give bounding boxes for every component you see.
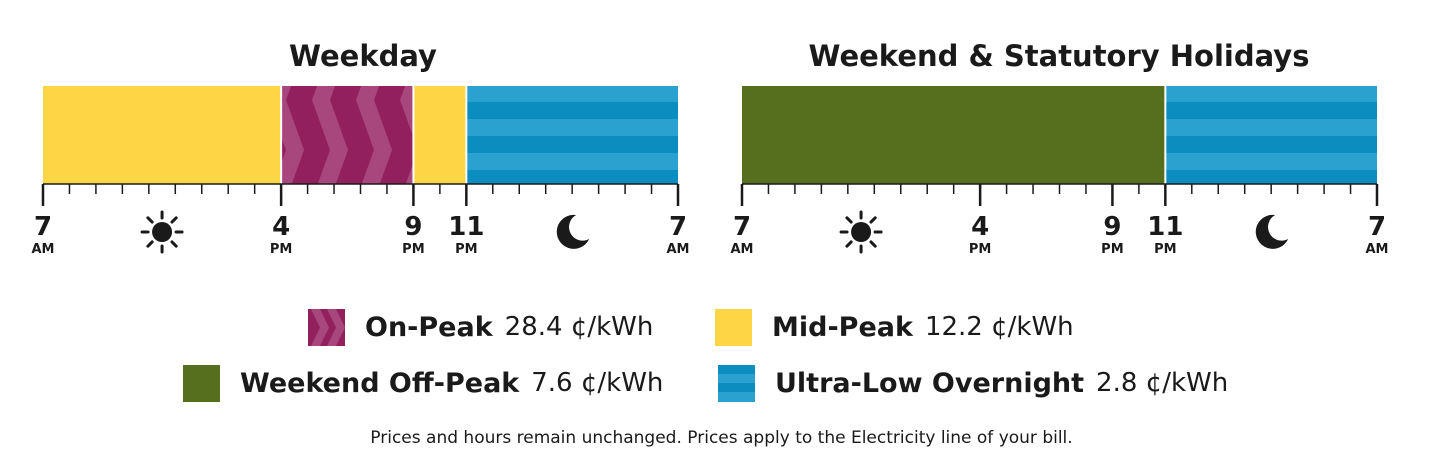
moon-icon [556,214,590,249]
tick-label-ampm: PM [1101,242,1123,257]
weekend-off-peak-swatch [183,364,220,402]
legend-price-mid-peak: 12.2 ¢/kWh [924,312,1074,342]
legend-name-ultra-low: Ultra-Low Overnight [775,367,1085,399]
legend-price-weekend-off-peak: 7.6 ¢/kWh [531,368,664,398]
panel-title-weekend: Weekend & Statutory Holidays [809,39,1310,73]
tick-label-hour: 11 [1147,212,1183,242]
moon-icon [1255,214,1289,249]
segment-on-peak [281,86,414,184]
mid-peak-swatch [715,308,752,346]
panel-title-weekday: Weekday [289,39,437,73]
sun-icon [140,210,184,254]
ultra-low-swatch [718,364,755,402]
legend-name-weekend-off-peak: Weekend Off-Peak [240,367,520,399]
legend-name-mid-peak: Mid-Peak [772,311,913,343]
legend-item-mid-peak: Mid-Peak 12.2 ¢/kWh [715,307,1074,347]
legend-price-ultra-low: 2.8 ¢/kWh [1096,368,1229,398]
tick-label-hour: 7 [34,212,52,242]
segment-ultra-low [1165,86,1377,184]
tick-label-ampm: PM [402,242,424,257]
segment-weekend-off-peak [742,86,1166,184]
tick-label-hour: 11 [448,212,484,242]
tick-label-ampm: PM [455,242,477,257]
tick-label-hour: 4 [272,212,290,242]
tick-label-ampm: AM [1366,242,1389,257]
legend-item-on-peak: On-Peak 28.4 ¢/kWh [308,307,653,347]
footnote: Prices and hours remain unchanged. Price… [370,428,1073,448]
tick-label-hour: 9 [1103,212,1121,242]
tick-label-ampm: PM [1154,242,1176,257]
tick-label-hour: 7 [733,212,751,242]
tick-label-ampm: AM [32,242,55,257]
tick-label-hour: 9 [404,212,422,242]
legend-name-on-peak: On-Peak [365,311,493,343]
tick-label-ampm: AM [667,242,690,257]
segment-mid-peak [413,86,467,184]
tick-label-hour: 7 [1368,212,1386,242]
on-peak-swatch [308,308,345,346]
tick-label-ampm: PM [270,242,292,257]
legend-item-ultra-low: Ultra-Low Overnight 2.8 ¢/kWh [718,363,1228,403]
segment-mid-peak [43,86,282,184]
legend-item-weekend-off-peak: Weekend Off-Peak 7.6 ¢/kWh [183,363,663,403]
tick-label-ampm: AM [731,242,754,257]
sun-icon [839,210,883,254]
tick-label-hour: 7 [669,212,687,242]
legend-price-on-peak: 28.4 ¢/kWh [504,312,654,342]
tick-label-ampm: PM [969,242,991,257]
segment-ultra-low [466,86,678,184]
tick-label-hour: 4 [971,212,989,242]
